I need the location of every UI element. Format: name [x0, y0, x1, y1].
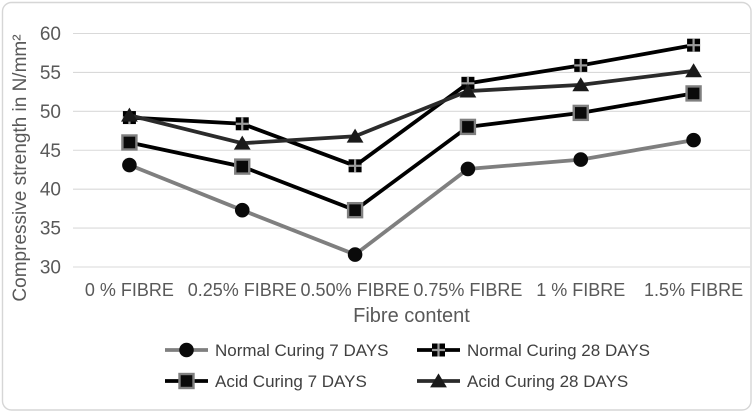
- triangle-marker: [685, 63, 702, 78]
- legend-item: [165, 342, 208, 358]
- square-marker: [572, 104, 589, 122]
- series-line: [128, 68, 694, 146]
- circle-marker: [347, 247, 363, 262]
- triangle-marker: [346, 128, 364, 143]
- legend-label: Normal Curing 7 DAYS: [215, 341, 389, 360]
- triangle-marker: [233, 135, 251, 150]
- series: [121, 63, 702, 150]
- legend-label: Acid Curing 28 DAYS: [467, 372, 628, 391]
- legend-item: [165, 372, 208, 390]
- legend-item: [417, 373, 460, 388]
- x-tick-label: 0.50% FIBRE: [301, 280, 410, 300]
- square-marker: [234, 158, 251, 175]
- foursquare-marker: [348, 159, 362, 173]
- x-tick-label: 0.25% FIBRE: [188, 280, 297, 300]
- circle-marker: [460, 161, 476, 177]
- y-tick-label: 55: [40, 63, 61, 84]
- foursquare-marker: [687, 38, 701, 52]
- foursquare-marker: [574, 58, 588, 72]
- circle-marker: [179, 342, 194, 358]
- y-axis-title: Compressive strength in N/mm²: [10, 34, 31, 301]
- circle-marker: [686, 132, 701, 148]
- series: [122, 132, 701, 262]
- legend-item: [417, 343, 460, 357]
- x-axis-title: Fibre content: [353, 305, 470, 327]
- x-tick-label: 0 % FIBRE: [85, 280, 174, 300]
- circle-marker: [573, 152, 589, 167]
- y-tick-label: 50: [40, 102, 61, 123]
- series-line: [128, 138, 694, 257]
- square-marker: [459, 118, 477, 136]
- series-line: [129, 91, 694, 213]
- series: [121, 85, 702, 219]
- x-tick-label: 1 % FIBRE: [536, 280, 625, 300]
- triangle-marker: [430, 373, 447, 388]
- square-marker: [121, 134, 138, 151]
- y-tick-label: 35: [40, 219, 61, 240]
- triangle-marker: [572, 77, 590, 92]
- y-tick-label: 40: [40, 180, 61, 201]
- x-tick-label: 1.5% FIBRE: [644, 280, 743, 300]
- y-tick-label: 30: [40, 258, 61, 279]
- legend-label: Normal Curing 28 DAYS: [467, 341, 650, 360]
- triangle-marker: [121, 107, 138, 122]
- circle-marker: [234, 202, 250, 218]
- legend-label: Acid Curing 7 DAYS: [215, 372, 367, 391]
- foursquare-marker: [432, 343, 445, 357]
- x-tick-label: 0.75% FIBRE: [413, 280, 522, 300]
- square-marker: [346, 201, 364, 219]
- triangle-marker: [459, 83, 477, 98]
- y-tick-label: 45: [40, 141, 61, 162]
- square-marker: [178, 372, 195, 390]
- foursquare-marker: [235, 117, 249, 131]
- y-tick-label: 60: [40, 24, 61, 45]
- square-marker: [685, 85, 702, 102]
- series-line: [129, 43, 694, 168]
- circle-marker: [122, 157, 137, 173]
